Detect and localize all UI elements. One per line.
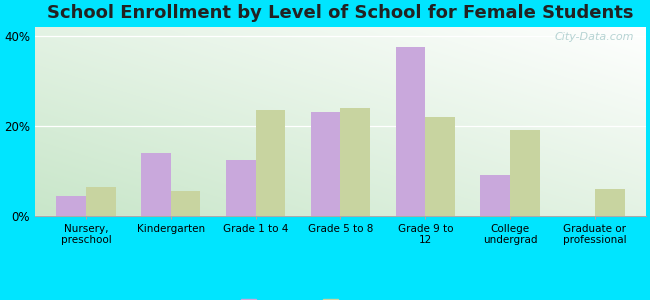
Text: City-Data.com: City-Data.com <box>554 32 634 42</box>
Bar <box>341 108 370 216</box>
Bar <box>255 110 285 216</box>
Bar <box>480 176 510 216</box>
Bar <box>141 153 171 216</box>
Bar <box>226 160 255 216</box>
Bar <box>510 130 540 216</box>
Bar <box>86 187 116 216</box>
Bar <box>57 196 86 216</box>
Bar <box>311 112 341 216</box>
Legend: Henry, South Dakota: Henry, South Dakota <box>237 294 445 300</box>
Bar <box>171 191 200 216</box>
Bar <box>425 117 455 216</box>
Bar <box>396 47 425 216</box>
Bar <box>595 189 625 216</box>
Title: School Enrollment by Level of School for Female Students: School Enrollment by Level of School for… <box>47 4 634 22</box>
